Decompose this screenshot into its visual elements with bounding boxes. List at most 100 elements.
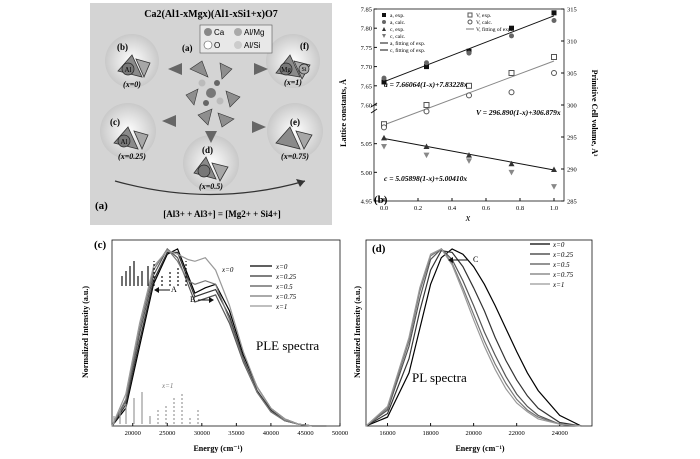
- d-series-line: [365, 248, 582, 427]
- b-point-v-exp: [551, 54, 557, 60]
- c-annot-a: A: [171, 285, 177, 294]
- c-plot-frame: [111, 239, 341, 427]
- b-point-c-calc: [508, 169, 515, 176]
- b-ytick-label-left: 5.00: [361, 170, 372, 177]
- c-annot-x0: x=0: [221, 266, 234, 274]
- b-point-c-calc: [381, 144, 387, 150]
- b-point-a-exp: [509, 25, 514, 31]
- c-xtick-label: 45000: [297, 430, 313, 437]
- b-ytick-label-right: 315: [567, 7, 577, 14]
- b-point-a-calc: [466, 50, 472, 56]
- b-point-v-calc: [466, 92, 472, 99]
- b-ytick-label-right: 305: [567, 71, 577, 78]
- b-point-v-exp: [508, 70, 515, 76]
- b-axis-break: [370, 108, 378, 114]
- svg-text:Al: Al: [125, 66, 132, 74]
- b-legend-right: V, exp. V, calc. V, fitting of exp.: [466, 12, 513, 33]
- panel-b-lattice-chart: 4.95 5.00 5.05 7.60 7.65 7.70 7.75 7.80 7.85 285 2…: [339, 7, 598, 225]
- c-arrow-a-head: [154, 287, 159, 293]
- sub-circle-b: (b) Al (x=0): [105, 34, 159, 89]
- panel-a-formula: Ca2(Al1-xMgx)(Al1-xSi1+x)O7: [144, 9, 277, 20]
- b-ytick-label-left: 5.05: [361, 141, 372, 148]
- d-title: PL spectra: [412, 370, 467, 385]
- b-ytick-label-right: 310: [567, 39, 577, 46]
- b-point-a-exp: [381, 79, 387, 85]
- c-series-line: [111, 249, 327, 427]
- sub-circle-f: (f) Mg Si (x=1): [266, 34, 320, 88]
- panel-c-label: (c): [94, 239, 107, 251]
- b-point-v-calc: [508, 89, 515, 96]
- d-legend-label: x=0.75: [552, 271, 574, 279]
- b-eq-c: c = 5.05898(1-x)+5.00410x: [384, 174, 467, 183]
- panel-c-ple-chart: 20000 25000 30000 35000 40000 45000 50000 x=0 x=…: [81, 239, 348, 453]
- d-xtick-label: 22000: [509, 430, 525, 437]
- c-xtick-label: 40000: [263, 430, 279, 437]
- b-point-a-calc: [509, 33, 514, 39]
- b-point-v-exp: [466, 82, 472, 89]
- c-xtick-label: 50000: [332, 430, 348, 437]
- d-legend-label: x=0.25: [552, 251, 574, 259]
- svg-text:Ca: Ca: [214, 28, 225, 37]
- panel-d-pl-chart: 16000 18000 20000 22000 24000 x=0 x=0.25 x=0.5 x…: [353, 239, 593, 453]
- svg-text:Mg: Mg: [281, 66, 291, 74]
- c-annot-x1: x=1: [161, 382, 173, 390]
- c-xtick-label: 35000: [228, 430, 244, 437]
- c-legend-label: x=0.5: [275, 283, 293, 291]
- c-xtick-label: 30000: [194, 430, 210, 437]
- svg-text:(x=0.5): (x=0.5): [199, 182, 223, 191]
- b-ytick-label-left: 7.85: [361, 7, 372, 14]
- svg-text:O: O: [214, 41, 220, 50]
- b-plot-frame: [373, 8, 565, 202]
- svg-text:(e): (e): [290, 117, 300, 127]
- b-ytick-label-left: 4.95: [361, 199, 372, 206]
- b-eq-a: a = 7.66064(1-x)+7.83228x: [384, 80, 468, 89]
- inner-label-a: (a): [182, 43, 193, 53]
- c-title: PLE spectra: [256, 338, 319, 353]
- b-ytick-label-left: 7.65: [361, 83, 372, 90]
- d-series-line: [365, 248, 582, 427]
- b-point-c-exp: [423, 143, 430, 150]
- b-point-a-exp: [551, 10, 557, 16]
- b-point-c-exp: [508, 160, 515, 167]
- panel-a-structure-diagram: Ca2(Al1-xMgx)(Al1-xSi1+x)O7 (b) Al (x=0)…: [90, 3, 332, 225]
- b-point-c-exp: [466, 152, 472, 158]
- d-xlabel: Energy (cm⁻¹): [455, 444, 504, 453]
- bottom-curved-arrow: [114, 180, 306, 196]
- svg-text:(x=0): (x=0): [123, 80, 141, 89]
- c-legend-label: x=0.25: [275, 273, 297, 281]
- b-xlabel: x: [465, 213, 471, 224]
- sub-circle-c: (c) Al (x=0.25): [100, 103, 156, 161]
- d-series-line: [365, 249, 582, 427]
- svg-text:a, exp.: a, exp.: [390, 13, 405, 19]
- b-point-v-calc: [381, 124, 387, 131]
- c-ylabel: Normalized Intensity (a.u.): [81, 286, 90, 378]
- d-xtick-label: 16000: [379, 430, 395, 437]
- b-point-c-calc: [466, 158, 472, 164]
- svg-text:c, fitting of exp.: c, fitting of exp.: [390, 47, 426, 54]
- b-point-v-exp: [423, 102, 430, 108]
- svg-text:c, exp.: c, exp.: [390, 27, 405, 33]
- svg-text:V, calc.: V, calc.: [476, 20, 493, 26]
- b-point-a-exp: [424, 64, 429, 70]
- b-ytick-label-right: 295: [567, 135, 577, 142]
- b-point-v-calc: [551, 70, 557, 76]
- panel-b-label: (b): [374, 194, 388, 206]
- b-point-c-calc: [551, 184, 557, 190]
- c-arrow-b-head: [209, 297, 214, 303]
- panel-a-arrows: [162, 63, 268, 143]
- d-xtick-label: 20000: [465, 430, 481, 437]
- b-point-v-calc: [423, 108, 430, 115]
- b-point-a-calc: [551, 18, 557, 24]
- sub-circle-e: (e) (x=0.75): [267, 103, 323, 161]
- b-ytick-label-left: 7.70: [361, 64, 372, 71]
- b-ytick-label-right: 285: [567, 199, 577, 206]
- b-xtick-label: 0.6: [482, 205, 491, 212]
- svg-text:Si: Si: [301, 67, 306, 73]
- d-xtick-label: 18000: [422, 430, 438, 437]
- b-ytick-label-left: 7.75: [361, 45, 372, 52]
- d-legend-label: x=1: [552, 281, 564, 289]
- svg-text:c, calc.: c, calc.: [390, 34, 406, 40]
- svg-text:a, fitting of exp.: a, fitting of exp.: [390, 40, 426, 47]
- svg-text:(x=0.25): (x=0.25): [118, 152, 146, 161]
- b-point-a-calc: [424, 60, 429, 66]
